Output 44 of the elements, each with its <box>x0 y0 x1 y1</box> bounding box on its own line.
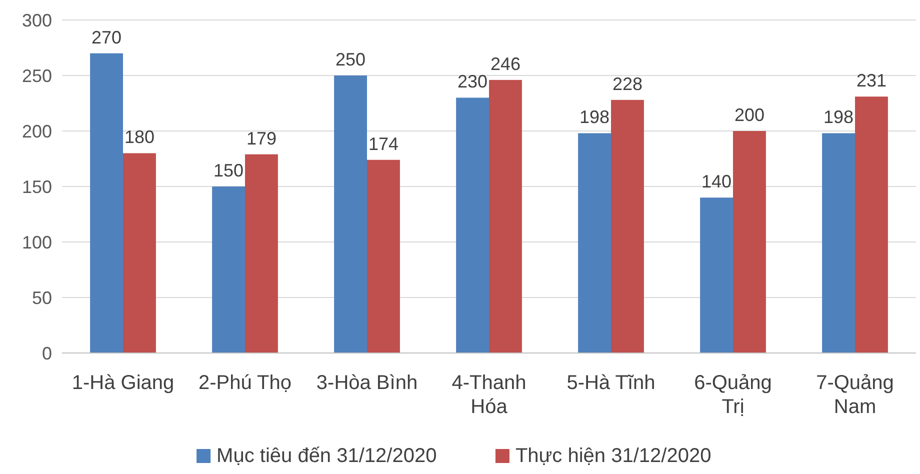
bar <box>578 133 611 353</box>
data-label: 180 <box>124 127 154 148</box>
y-tick-label: 50 <box>32 288 52 308</box>
y-tick-label: 200 <box>22 121 52 142</box>
bar <box>700 198 733 353</box>
bar <box>489 80 522 353</box>
data-label: 140 <box>702 172 732 192</box>
data-label: 231 <box>856 70 886 91</box>
y-tick-label: 250 <box>22 66 52 86</box>
y-tick-label: 300 <box>22 10 52 30</box>
bar <box>123 153 156 353</box>
bar <box>456 98 489 353</box>
x-tick-label: 7-Quảng Nam <box>816 372 894 418</box>
bar <box>212 186 245 353</box>
x-tick-label: 6-Quảng Trị <box>694 372 772 418</box>
data-label: 228 <box>612 74 642 94</box>
bar <box>611 100 644 353</box>
y-tick-label: 100 <box>22 232 52 252</box>
x-tick-label: 2-Phú Thọ <box>198 372 292 394</box>
y-tick-label: 0 <box>42 343 52 364</box>
bar <box>367 160 400 353</box>
data-label: 198 <box>580 107 610 128</box>
data-label: 246 <box>490 54 520 74</box>
bar <box>90 53 123 353</box>
data-label: 150 <box>214 160 244 180</box>
data-label: 198 <box>824 107 854 128</box>
x-tick-label: 1-Hà Giang <box>72 372 174 394</box>
data-label: 200 <box>734 105 764 125</box>
bar <box>855 96 888 353</box>
bar <box>822 133 855 353</box>
x-tick-label: 3-Hòa Bình <box>316 372 418 394</box>
data-label: 174 <box>368 134 398 154</box>
legend-label: Mục tiêu đến 31/12/2020 <box>216 445 437 467</box>
x-tick-label: 4-Thanh Hóa <box>452 372 526 418</box>
data-label: 250 <box>336 50 366 70</box>
data-label: 270 <box>92 27 122 48</box>
y-tick-label: 150 <box>22 176 52 197</box>
bar <box>245 154 278 353</box>
data-label: 230 <box>458 72 488 92</box>
bar <box>334 76 367 353</box>
legend-label: Thực hiện 31/12/2020 <box>515 445 712 467</box>
x-tick-label: 5-Hà Tĩnh <box>566 372 656 394</box>
data-label: 179 <box>246 128 276 148</box>
bar <box>733 131 766 353</box>
